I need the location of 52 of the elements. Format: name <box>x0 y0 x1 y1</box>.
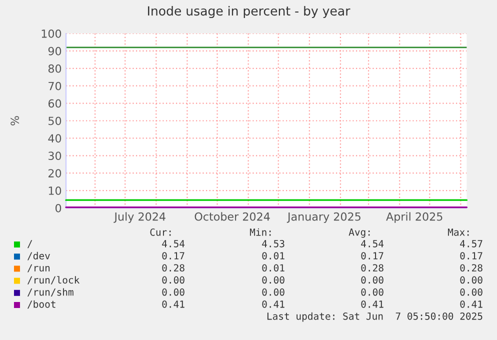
text: 0.00 <box>162 288 184 296</box>
text: 4.54 <box>361 240 384 248</box>
text: 0.17 <box>162 252 184 260</box>
legend-label: /run <box>27 264 50 272</box>
y-tick-label: 30 <box>48 152 62 160</box>
text: 0.28 <box>460 264 482 272</box>
text: Min: <box>250 228 271 236</box>
x-tick-label: July 2024 <box>114 212 166 223</box>
legend-label: /run/shm <box>27 288 74 297</box>
text: 0.17 <box>460 252 482 260</box>
text: 0.00 <box>460 288 482 296</box>
x-tick-label: October 2024 <box>194 212 270 221</box>
y-tick-label: 20 <box>48 169 62 178</box>
text: Cur: <box>150 228 171 236</box>
text: 0.00 <box>162 276 184 284</box>
text: 0.41 <box>162 300 184 308</box>
y-tick-label: 90 <box>48 46 62 56</box>
text: 4.54 <box>162 240 185 248</box>
text: 0.41 <box>460 300 482 308</box>
text: 0.41 <box>262 300 284 308</box>
text: 0.01 <box>262 252 284 260</box>
legend-label: / <box>27 240 32 248</box>
text: 0.00 <box>262 288 284 296</box>
x-tick-label: April 2025 <box>386 212 442 223</box>
text: 0.28 <box>361 264 384 272</box>
y-tick-label: 10 <box>48 186 62 195</box>
y-tick-label: 0 <box>55 204 62 212</box>
y-tick-label: 100 <box>42 29 62 38</box>
y-tick-label: 60 <box>48 99 62 108</box>
y-axis-title: % <box>10 116 20 126</box>
text: 0.00 <box>262 276 284 284</box>
text: 0.00 <box>361 276 384 284</box>
y-tick-label: 80 <box>48 64 62 73</box>
chart-title: Inode usage in percent - by year <box>148 6 350 18</box>
text: 0.00 <box>361 288 384 296</box>
y-tick-label: 50 <box>48 116 62 126</box>
legend-label: /boot <box>27 300 56 309</box>
y-tick-label: 40 <box>48 134 62 143</box>
text: Last update: Sat Jun 7 05:50:00 2025 <box>267 312 482 322</box>
text: Max: <box>448 228 469 236</box>
text: 0.00 <box>460 276 482 284</box>
text: 4.57 <box>460 240 482 248</box>
text: 0.28 <box>162 264 184 272</box>
x-tick-label: January 2025 <box>286 212 360 223</box>
text: 0.01 <box>262 264 284 272</box>
text: 0.41 <box>361 300 384 308</box>
text: Avg: <box>348 228 370 238</box>
legend-label: /run/lock <box>27 276 80 284</box>
legend-label: /dev <box>27 252 50 260</box>
text: 0.17 <box>361 252 384 260</box>
text: 4.53 <box>262 240 284 248</box>
y-tick-label: 70 <box>48 82 62 90</box>
